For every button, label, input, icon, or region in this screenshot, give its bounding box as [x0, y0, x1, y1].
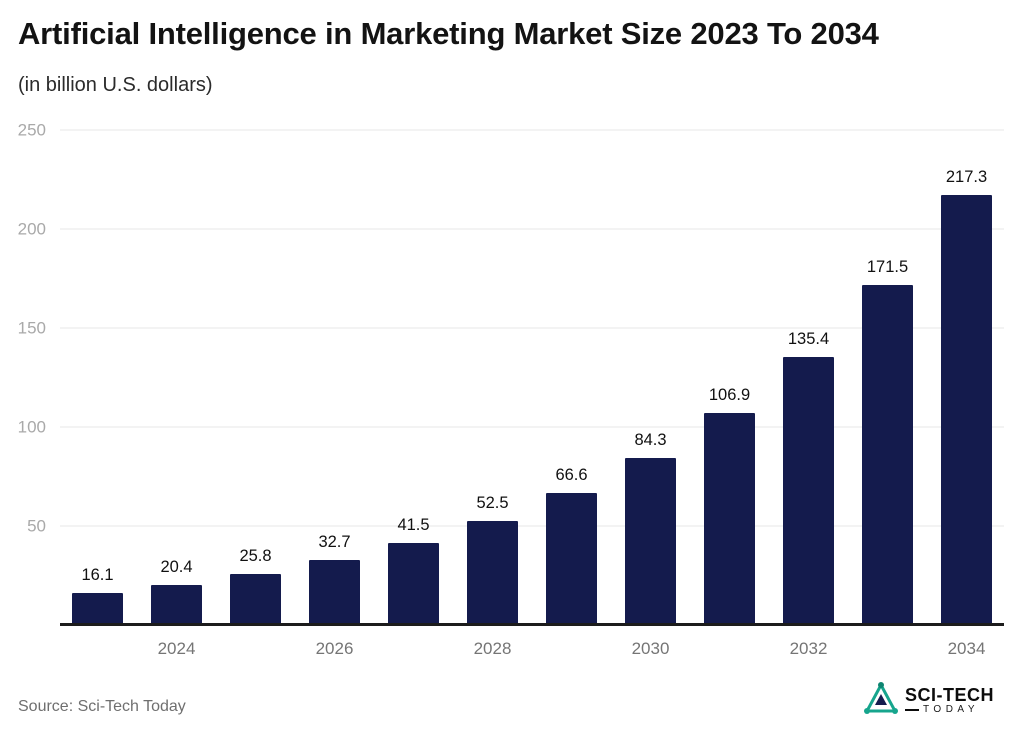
gridline-200: 200	[18, 219, 1004, 238]
plot-area: 50 100 150 200 250 16.1 20.4 2024 25.8 32.7 2026 4…	[18, 120, 1004, 658]
bar-value-label: 66.6	[555, 466, 588, 485]
bar-group-2027: 41.5	[388, 130, 439, 625]
bar-value-label: 171.5	[866, 258, 909, 277]
bar-2033	[862, 285, 913, 625]
bar-2027	[388, 542, 439, 625]
y-axis-tick-label: 150	[17, 318, 46, 337]
source-note: Source: Sci-Tech Today	[18, 698, 186, 715]
bar-value-label: 41.5	[397, 515, 430, 534]
logo-text-secondary: TODAY	[923, 703, 980, 715]
scitech-logo: SCI-TECH TODAY	[861, 678, 994, 723]
bar-2030	[625, 458, 676, 625]
bar-2034	[941, 194, 992, 625]
bar-value-label: 217.3	[945, 167, 988, 186]
scitech-logo-icon	[861, 678, 901, 723]
y-axis-tick-label: 50	[27, 516, 46, 535]
bar-group-2025: 25.8	[230, 130, 281, 625]
bar-value-label: 16.1	[81, 566, 114, 585]
x-axis-tick-label: 2026	[315, 639, 354, 658]
bar-group-2024: 20.4 2024	[151, 130, 202, 658]
bar-value-label: 106.9	[708, 386, 751, 405]
logo-text-primary: SCI-TECH	[905, 684, 994, 705]
x-axis-tick-label: 2024	[157, 639, 196, 658]
bar-group-2032: 135.4 2032	[783, 130, 834, 658]
bar-group-2034: 217.3 2034	[941, 130, 992, 658]
x-axis-tick-label: 2032	[789, 639, 828, 658]
bar-value-label: 20.4	[160, 557, 193, 576]
x-axis-baseline	[60, 623, 1004, 626]
bar-2031	[704, 413, 755, 625]
chart-subtitle: (in billion U.S. dollars)	[18, 74, 213, 96]
logo-dash	[905, 708, 919, 711]
bar-value-label: 84.3	[634, 431, 667, 450]
y-axis-tick-label: 250	[17, 120, 46, 139]
bar-group-2028: 52.5 2028	[467, 130, 518, 658]
bar-2028	[467, 521, 518, 625]
bar-group-2026: 32.7 2026	[309, 130, 360, 658]
bar-group-2030: 84.3 2030	[625, 130, 676, 658]
gridline-150: 150	[18, 318, 1004, 337]
bar-value-label: 32.7	[318, 533, 351, 552]
bar-2024	[151, 584, 202, 625]
bar-2029	[546, 493, 597, 625]
chart-title: Artificial Intelligence in Marketing Mar…	[18, 16, 879, 51]
bar-2025	[230, 573, 281, 625]
bar-value-label: 135.4	[787, 329, 830, 348]
x-axis-tick-label: 2028	[473, 639, 512, 658]
gridline-250: 250	[18, 120, 1004, 139]
gridline-100: 100	[18, 417, 1004, 436]
bar-value-label: 52.5	[476, 494, 509, 513]
bar-value-label: 25.8	[239, 546, 272, 565]
scitech-logo-text: SCI-TECH TODAY	[905, 684, 994, 715]
gridline-50: 50	[27, 516, 1004, 535]
bar-group-2029: 66.6	[546, 130, 597, 625]
bar-2026	[309, 560, 360, 625]
y-axis-tick-label: 200	[17, 219, 46, 238]
bars-layer: 16.1 20.4 2024 25.8 32.7 2026 41.5 52.5 2028 66.6…	[60, 130, 1004, 658]
bar-group-2023: 16.1	[72, 130, 123, 625]
bar-2032	[783, 356, 834, 625]
y-axis-tick-label: 100	[17, 417, 46, 436]
bar-2023	[72, 593, 123, 625]
x-axis-tick-label: 2030	[631, 639, 670, 658]
x-axis-tick-label: 2034	[947, 639, 986, 658]
bar-group-2033: 171.5	[862, 130, 913, 625]
bar-group-2031: 106.9	[704, 130, 755, 625]
